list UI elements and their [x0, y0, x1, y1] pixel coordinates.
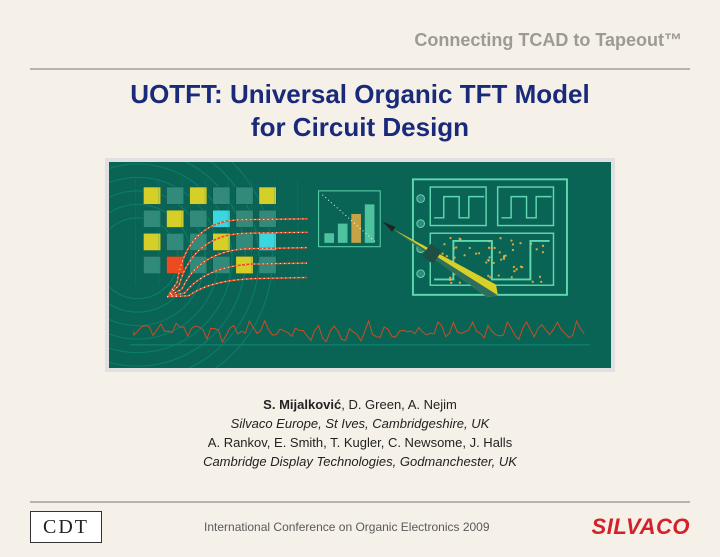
silvaco-logo: SILVACO: [592, 514, 690, 540]
cdt-logo: CDT: [30, 511, 102, 543]
authors-line-2: A. Rankov, E. Smith, T. Kugler, C. Newso…: [0, 434, 720, 453]
divider-top: [30, 68, 690, 70]
slide-title: UOTFT: Universal Organic TFT Model for C…: [0, 78, 720, 143]
affiliation-1: Silvaco Europe, St Ives, Cambridgeshire,…: [0, 415, 720, 434]
authors-block: S. Mijalković, D. Green, A. Nejim Silvac…: [0, 396, 720, 471]
footer: CDT International Conference on Organic …: [30, 509, 690, 545]
co-authors-1: , D. Green, A. Nejim: [341, 397, 457, 412]
divider-bottom: [30, 501, 690, 503]
affiliation-2: Cambridge Display Technologies, Godmanch…: [0, 453, 720, 472]
title-line-1: UOTFT: Universal Organic TFT Model: [0, 78, 720, 111]
tagline: Connecting TCAD to Tapeout™: [414, 30, 682, 51]
title-line-2: for Circuit Design: [0, 111, 720, 144]
hero-graphic: [105, 158, 615, 372]
conference-label: International Conference on Organic Elec…: [102, 520, 592, 534]
lead-author: S. Mijalković: [263, 397, 341, 412]
authors-line-1: S. Mijalković, D. Green, A. Nejim: [0, 396, 720, 415]
